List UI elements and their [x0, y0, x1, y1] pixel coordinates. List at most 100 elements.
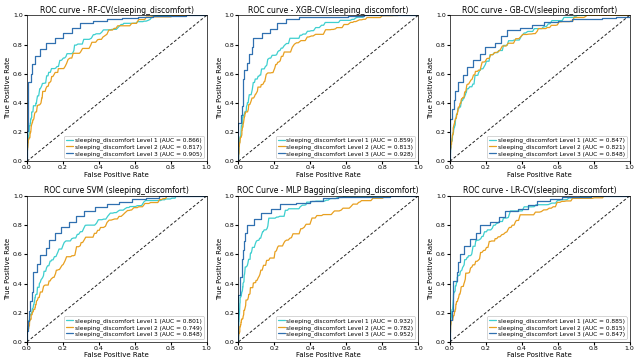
- sleeping_discomfort Level 2 (AUC = 0.749): [202, 194, 209, 198]
- sleeping_discomfort Level 1 (AUC = 0.847): [546, 21, 554, 26]
- sleeping_discomfort Level 1 (AUC = 0.932): [235, 340, 243, 344]
- sleeping_discomfort Level 2 (AUC = 0.782): [236, 329, 244, 334]
- sleeping_discomfort Level 3 (AUC = 0.848): [504, 34, 511, 39]
- sleeping_discomfort Level 1 (AUC = 0.866): [203, 13, 211, 17]
- sleeping_discomfort Level 2 (AUC = 0.817): [177, 13, 184, 17]
- sleeping_discomfort Level 2 (AUC = 0.815): [447, 325, 454, 330]
- Y-axis label: True Positive Rate: True Positive Rate: [217, 57, 223, 119]
- sleeping_discomfort Level 1 (AUC = 0.859): [235, 159, 243, 163]
- sleeping_discomfort Level 3 (AUC = 0.848): [626, 13, 634, 17]
- sleeping_discomfort Level 1 (AUC = 0.847): [600, 13, 608, 17]
- sleeping_discomfort Level 3 (AUC = 0.905): [24, 119, 32, 124]
- Legend: sleeping_discomfort Level 1 (AUC = 0.885), sleeping_discomfort Level 2 (AUC = 0.: sleeping_discomfort Level 1 (AUC = 0.885…: [487, 316, 627, 339]
- sleeping_discomfort Level 1 (AUC = 0.847): [623, 13, 630, 17]
- Line: sleeping_discomfort Level 1 (AUC = 0.859): sleeping_discomfort Level 1 (AUC = 0.859…: [239, 15, 418, 161]
- sleeping_discomfort Level 1 (AUC = 0.866): [23, 159, 31, 163]
- sleeping_discomfort Level 3 (AUC = 0.848): [116, 199, 124, 204]
- sleeping_discomfort Level 3 (AUC = 0.952): [414, 194, 422, 198]
- sleeping_discomfort Level 2 (AUC = 0.821): [623, 13, 631, 17]
- sleeping_discomfort Level 1 (AUC = 0.801): [203, 194, 211, 198]
- sleeping_discomfort Level 3 (AUC = 0.905): [182, 13, 189, 17]
- Title: ROC curve SVM (sleeping_discomfort): ROC curve SVM (sleeping_discomfort): [44, 186, 189, 195]
- sleeping_discomfort Level 1 (AUC = 0.859): [410, 13, 418, 17]
- sleeping_discomfort Level 2 (AUC = 0.813): [397, 13, 404, 17]
- sleeping_discomfort Level 3 (AUC = 0.847): [446, 318, 454, 323]
- sleeping_discomfort Level 2 (AUC = 0.817): [134, 19, 141, 23]
- sleeping_discomfort Level 3 (AUC = 0.847): [449, 300, 457, 304]
- sleeping_discomfort Level 1 (AUC = 0.885): [577, 194, 585, 198]
- sleeping_discomfort Level 1 (AUC = 0.801): [24, 328, 31, 332]
- sleeping_discomfort Level 3 (AUC = 0.848): [497, 41, 505, 45]
- sleeping_discomfort Level 1 (AUC = 0.801): [202, 194, 209, 198]
- X-axis label: False Positive Rate: False Positive Rate: [296, 172, 361, 178]
- Line: sleeping_discomfort Level 2 (AUC = 0.815): sleeping_discomfort Level 2 (AUC = 0.815…: [450, 196, 630, 342]
- sleeping_discomfort Level 2 (AUC = 0.815): [446, 340, 454, 344]
- sleeping_discomfort Level 3 (AUC = 0.847): [446, 340, 454, 344]
- sleeping_discomfort Level 3 (AUC = 0.952): [238, 257, 246, 261]
- sleeping_discomfort Level 1 (AUC = 0.801): [23, 340, 31, 344]
- sleeping_discomfort Level 2 (AUC = 0.749): [152, 200, 160, 205]
- sleeping_discomfort Level 2 (AUC = 0.815): [623, 194, 630, 198]
- sleeping_discomfort Level 1 (AUC = 0.859): [333, 20, 340, 25]
- sleeping_discomfort Level 1 (AUC = 0.801): [201, 194, 209, 198]
- sleeping_discomfort Level 2 (AUC = 0.815): [626, 194, 634, 198]
- sleeping_discomfort Level 1 (AUC = 0.932): [408, 194, 416, 198]
- sleeping_discomfort Level 2 (AUC = 0.782): [400, 194, 408, 198]
- Y-axis label: True Positive Rate: True Positive Rate: [429, 57, 435, 119]
- sleeping_discomfort Level 2 (AUC = 0.749): [23, 340, 31, 344]
- sleeping_discomfort Level 3 (AUC = 0.848): [81, 214, 88, 218]
- sleeping_discomfort Level 2 (AUC = 0.815): [624, 194, 632, 198]
- sleeping_discomfort Level 1 (AUC = 0.847): [623, 13, 631, 17]
- sleeping_discomfort Level 1 (AUC = 0.885): [626, 194, 634, 198]
- sleeping_discomfort Level 2 (AUC = 0.815): [558, 199, 566, 203]
- sleeping_discomfort Level 2 (AUC = 0.749): [191, 194, 198, 198]
- Line: sleeping_discomfort Level 3 (AUC = 0.928): sleeping_discomfort Level 3 (AUC = 0.928…: [239, 15, 418, 161]
- sleeping_discomfort Level 3 (AUC = 0.928): [295, 17, 303, 21]
- sleeping_discomfort Level 1 (AUC = 0.847): [573, 13, 581, 17]
- sleeping_discomfort Level 2 (AUC = 0.782): [413, 194, 421, 198]
- sleeping_discomfort Level 3 (AUC = 0.952): [414, 194, 422, 198]
- sleeping_discomfort Level 1 (AUC = 0.885): [446, 325, 454, 329]
- sleeping_discomfort Level 1 (AUC = 0.866): [199, 13, 207, 17]
- sleeping_discomfort Level 2 (AUC = 0.821): [625, 13, 632, 17]
- sleeping_discomfort Level 2 (AUC = 0.782): [413, 194, 421, 198]
- sleeping_discomfort Level 2 (AUC = 0.813): [347, 20, 355, 25]
- sleeping_discomfort Level 3 (AUC = 0.848): [172, 194, 179, 198]
- Title: ROC curve - RF-CV(sleeping_discomfort): ROC curve - RF-CV(sleeping_discomfort): [40, 5, 194, 15]
- Line: sleeping_discomfort Level 1 (AUC = 0.885): sleeping_discomfort Level 1 (AUC = 0.885…: [450, 196, 630, 342]
- X-axis label: False Positive Rate: False Positive Rate: [84, 352, 149, 359]
- Legend: sleeping_discomfort Level 1 (AUC = 0.801), sleeping_discomfort Level 2 (AUC = 0.: sleeping_discomfort Level 1 (AUC = 0.801…: [64, 316, 204, 339]
- sleeping_discomfort Level 2 (AUC = 0.817): [203, 13, 211, 17]
- sleeping_discomfort Level 2 (AUC = 0.817): [24, 146, 31, 150]
- Title: ROC curve - XGB-CV(sleeping_discomfort): ROC curve - XGB-CV(sleeping_discomfort): [248, 5, 408, 15]
- Line: sleeping_discomfort Level 1 (AUC = 0.847): sleeping_discomfort Level 1 (AUC = 0.847…: [450, 15, 630, 161]
- sleeping_discomfort Level 2 (AUC = 0.821): [447, 145, 454, 149]
- Line: sleeping_discomfort Level 1 (AUC = 0.932): sleeping_discomfort Level 1 (AUC = 0.932…: [239, 196, 418, 342]
- sleeping_discomfort Level 1 (AUC = 0.932): [409, 194, 417, 198]
- sleeping_discomfort Level 2 (AUC = 0.749): [203, 194, 211, 198]
- sleeping_discomfort Level 3 (AUC = 0.905): [203, 13, 211, 17]
- sleeping_discomfort Level 2 (AUC = 0.821): [609, 13, 617, 17]
- sleeping_discomfort Level 3 (AUC = 0.847): [603, 194, 611, 198]
- sleeping_discomfort Level 2 (AUC = 0.813): [412, 13, 420, 17]
- sleeping_discomfort Level 1 (AUC = 0.885): [536, 202, 544, 207]
- sleeping_discomfort Level 3 (AUC = 0.952): [235, 302, 243, 306]
- Line: sleeping_discomfort Level 3 (AUC = 0.905): sleeping_discomfort Level 3 (AUC = 0.905…: [27, 15, 207, 161]
- sleeping_discomfort Level 2 (AUC = 0.815): [600, 194, 607, 198]
- sleeping_discomfort Level 3 (AUC = 0.952): [386, 194, 394, 198]
- Y-axis label: True Positive Rate: True Positive Rate: [6, 57, 12, 119]
- Legend: sleeping_discomfort Level 1 (AUC = 0.859), sleeping_discomfort Level 2 (AUC = 0.: sleeping_discomfort Level 1 (AUC = 0.859…: [276, 136, 415, 158]
- sleeping_discomfort Level 3 (AUC = 0.952): [235, 320, 243, 325]
- sleeping_discomfort Level 1 (AUC = 0.885): [620, 194, 627, 198]
- Line: sleeping_discomfort Level 2 (AUC = 0.817): sleeping_discomfort Level 2 (AUC = 0.817…: [27, 15, 207, 161]
- sleeping_discomfort Level 2 (AUC = 0.817): [23, 159, 31, 163]
- sleeping_discomfort Level 3 (AUC = 0.848): [23, 340, 31, 344]
- Line: sleeping_discomfort Level 2 (AUC = 0.782): sleeping_discomfort Level 2 (AUC = 0.782…: [239, 196, 418, 342]
- sleeping_discomfort Level 2 (AUC = 0.782): [412, 194, 420, 198]
- sleeping_discomfort Level 3 (AUC = 0.952): [369, 194, 377, 199]
- Legend: sleeping_discomfort Level 1 (AUC = 0.932), sleeping_discomfort Level 2 (AUC = 0.: sleeping_discomfort Level 1 (AUC = 0.932…: [276, 316, 415, 339]
- X-axis label: False Positive Rate: False Positive Rate: [296, 352, 361, 359]
- Line: sleeping_discomfort Level 3 (AUC = 0.952): sleeping_discomfort Level 3 (AUC = 0.952…: [239, 196, 418, 342]
- Legend: sleeping_discomfort Level 1 (AUC = 0.847), sleeping_discomfort Level 2 (AUC = 0.: sleeping_discomfort Level 1 (AUC = 0.847…: [487, 136, 627, 158]
- sleeping_discomfort Level 3 (AUC = 0.848): [491, 41, 499, 45]
